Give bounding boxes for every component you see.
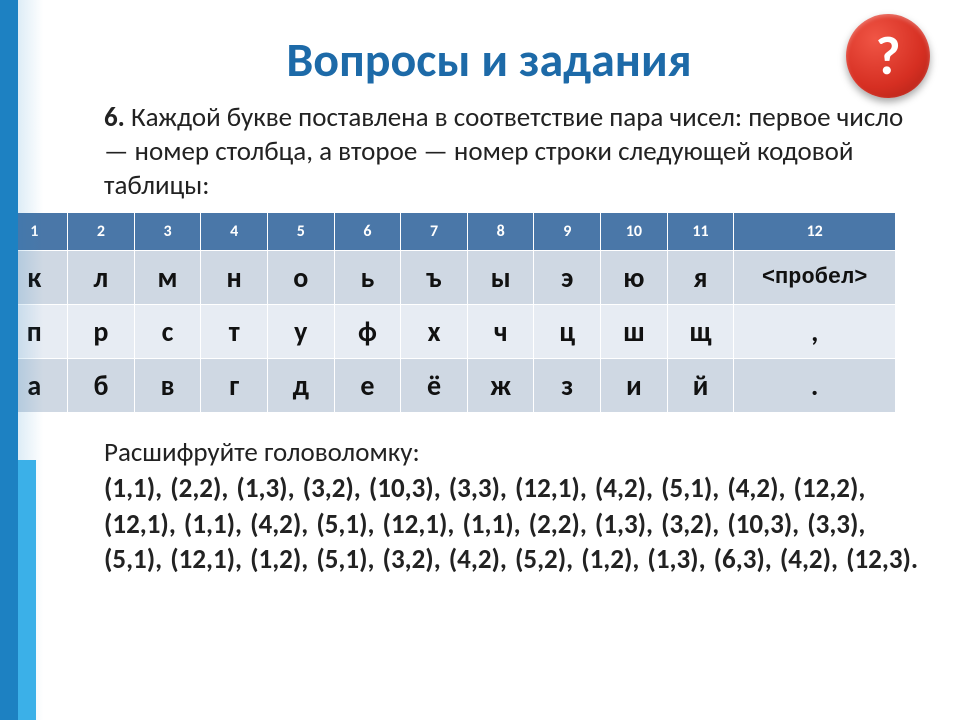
cell-space: <пробел>	[734, 251, 896, 305]
left-accent-bar	[18, 460, 36, 720]
code-table: 1 2 3 4 5 6 7 8 9 10 11 12 1 к	[0, 212, 896, 413]
col-header: 3	[134, 213, 201, 251]
cell: з	[534, 359, 601, 413]
col-header: 4	[201, 213, 268, 251]
cell: щ	[667, 305, 734, 359]
decode-block: Расшифруйте головоломку: (1,1), (2,2), (…	[18, 413, 960, 578]
cell: т	[201, 305, 268, 359]
col-header: 6	[334, 213, 401, 251]
cell: р	[68, 305, 135, 359]
cell: а	[1, 359, 68, 413]
cell: г	[201, 359, 268, 413]
cell: ц	[534, 305, 601, 359]
cell: к	[1, 251, 68, 305]
col-header: 10	[601, 213, 668, 251]
cell: ъ	[401, 251, 468, 305]
cell: е	[334, 359, 401, 413]
cell: л	[68, 251, 135, 305]
cell: ё	[401, 359, 468, 413]
cell-comma: ,	[734, 305, 896, 359]
cell: у	[267, 305, 334, 359]
cell: н	[201, 251, 268, 305]
cell: й	[667, 359, 734, 413]
col-header: 1	[1, 213, 68, 251]
col-header: 7	[401, 213, 468, 251]
task-block: 6. Каждой букве поставлена в соответстви…	[18, 89, 960, 202]
task-text: 6. Каждой букве поставлена в соответстви…	[104, 101, 920, 202]
cell: ч	[467, 305, 534, 359]
cell: м	[134, 251, 201, 305]
cell-dot: .	[734, 359, 896, 413]
decode-coords: (1,1), (2,2), (1,3), (3,2), (10,3), (3,3…	[104, 471, 920, 578]
cell: ф	[334, 305, 401, 359]
cell: ш	[601, 305, 668, 359]
page-title: Вопросы и задания	[18, 0, 960, 89]
cell: я	[667, 251, 734, 305]
cell: х	[401, 305, 468, 359]
col-header: 5	[267, 213, 334, 251]
col-header: 9	[534, 213, 601, 251]
cell: ы	[467, 251, 534, 305]
help-icon: ?	[875, 29, 900, 83]
table-row: 2 п р с т у ф х ч ц ш щ ,	[0, 305, 896, 359]
slide: ? Вопросы и задания 6. Каждой букве пост…	[0, 0, 960, 720]
cell: и	[601, 359, 668, 413]
cell: п	[1, 305, 68, 359]
task-desc: Каждой букве поставлена в соответствие п…	[104, 101, 903, 202]
cell: б	[68, 359, 135, 413]
help-badge[interactable]: ?	[846, 14, 930, 98]
col-header: 12	[734, 213, 896, 251]
cell: о	[267, 251, 334, 305]
cell: ь	[334, 251, 401, 305]
table-row: 3 а б в г д е ё ж з и й .	[0, 359, 896, 413]
decode-prompt: Расшифруйте головоломку:	[104, 435, 920, 471]
task-number: 6.	[104, 101, 125, 134]
table-row: 1 к л м н о ь ъ ы э ю я <пробел>	[0, 251, 896, 305]
cell: ю	[601, 251, 668, 305]
cell: в	[134, 359, 201, 413]
table-header-row: 1 2 3 4 5 6 7 8 9 10 11 12	[0, 213, 896, 251]
cell: ж	[467, 359, 534, 413]
cell: с	[134, 305, 201, 359]
col-header: 11	[667, 213, 734, 251]
cell: э	[534, 251, 601, 305]
code-table-wrap: 1 2 3 4 5 6 7 8 9 10 11 12 1 к	[0, 212, 896, 413]
col-header: 2	[68, 213, 135, 251]
col-header: 8	[467, 213, 534, 251]
cell: д	[267, 359, 334, 413]
